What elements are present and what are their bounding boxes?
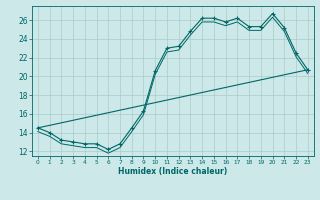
X-axis label: Humidex (Indice chaleur): Humidex (Indice chaleur) bbox=[118, 167, 228, 176]
